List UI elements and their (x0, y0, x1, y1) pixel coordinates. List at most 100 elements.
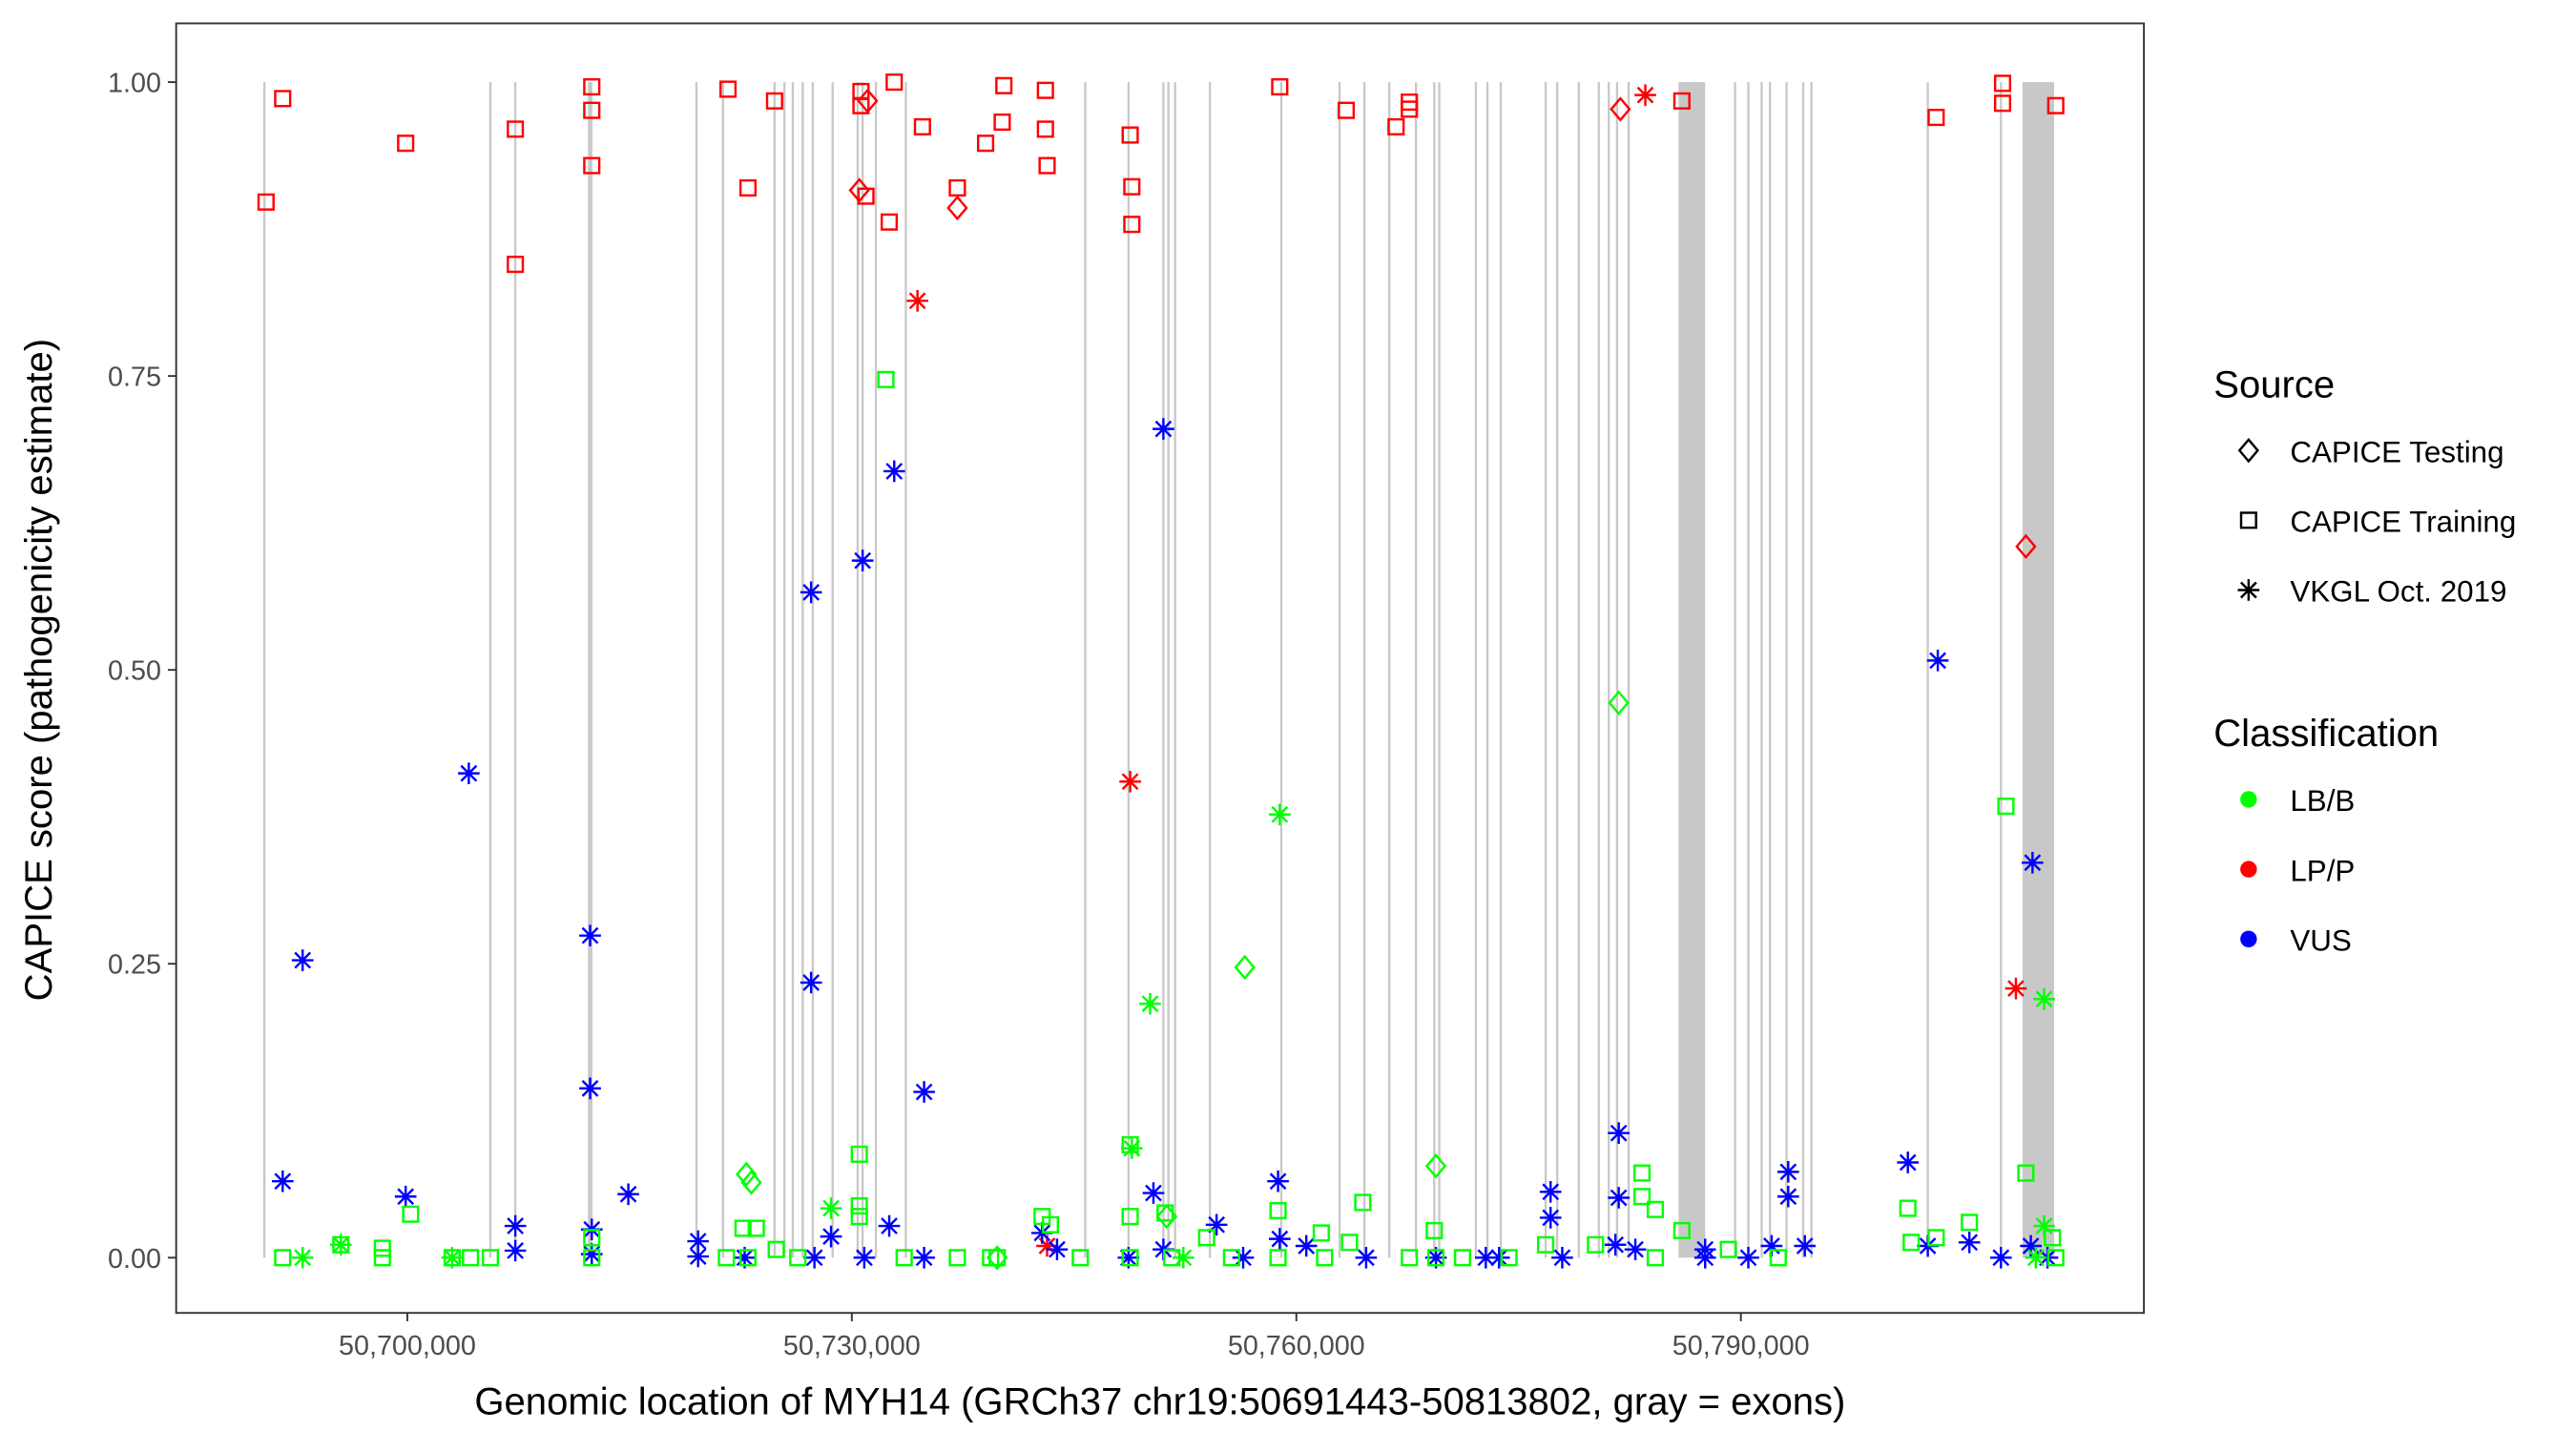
data-point (271, 1170, 294, 1192)
exon-band (1785, 82, 1788, 1258)
data-point (2025, 1246, 2047, 1269)
data-point (583, 156, 601, 175)
data-point (2046, 1249, 2065, 1267)
legend-classification-label: VUS (2290, 923, 2351, 957)
data-point (913, 1081, 935, 1103)
data-point (291, 1246, 314, 1269)
exon-band (1810, 82, 1813, 1258)
data-point (2022, 851, 2044, 874)
data-point (1036, 1234, 1058, 1257)
exon-band (1597, 82, 1600, 1258)
data-point (687, 1245, 710, 1268)
exon-band (2000, 82, 2003, 1258)
data-point (481, 1249, 500, 1267)
legend-source-label: CAPICE Training (2290, 506, 2516, 539)
y-tick-label: 0.00 (108, 1244, 161, 1275)
data-point (1121, 1249, 1139, 1267)
data-point (1794, 1234, 1817, 1257)
x-tick-label: 50,790,000 (1672, 1331, 1810, 1361)
exon-band (1279, 82, 1283, 1258)
data-point (1777, 1161, 1799, 1183)
x-axis: 50,700,000 50,730,000 50,760,000 50,790,000 (339, 1313, 1810, 1361)
data-point (1312, 1224, 1330, 1242)
data-point (883, 460, 905, 483)
data-point (1604, 1234, 1627, 1256)
data-point (1271, 77, 1289, 96)
data-point (800, 971, 822, 994)
y-axis-title: CAPICE score (pathogenicity estimate) (18, 339, 60, 1001)
data-point (1672, 92, 1691, 110)
data-point (1121, 1135, 1139, 1154)
data-point (988, 1249, 1007, 1267)
data-point (857, 88, 879, 114)
data-point (2033, 1214, 2055, 1237)
data-point (583, 101, 601, 119)
data-point (504, 1239, 527, 1262)
data-point (291, 949, 314, 971)
exon-layer (262, 82, 2054, 1258)
data-point (1269, 803, 1291, 826)
exon-band (488, 82, 492, 1258)
exon-band (1167, 82, 1170, 1258)
data-point (1453, 1249, 1471, 1267)
data-point (719, 80, 737, 98)
data-point (1232, 1246, 1255, 1269)
data-point (1269, 1249, 1287, 1267)
exon-band (1615, 82, 1619, 1258)
exon-band (1577, 82, 1581, 1258)
data-point (2015, 533, 2037, 560)
data-point (1041, 1215, 1060, 1234)
data-point (1295, 1234, 1318, 1257)
data-point (1142, 1182, 1165, 1204)
legend-classification-label: LP/P (2290, 854, 2355, 887)
data-point (1121, 126, 1139, 144)
y-tick-label: 0.50 (108, 656, 161, 687)
exon-band (1162, 82, 1165, 1258)
data-point (734, 1246, 756, 1269)
data-point (948, 1249, 966, 1267)
data-point (329, 1234, 352, 1256)
legend-classification-label: LB/B (2290, 784, 2355, 818)
data-point (885, 73, 904, 92)
exon-band (1760, 82, 1763, 1258)
data-point (507, 120, 525, 138)
exon-band (1608, 82, 1610, 1258)
data-point (274, 1249, 292, 1267)
data-point (579, 1077, 601, 1100)
exon-band (1556, 82, 1559, 1258)
data-point (1902, 1234, 1921, 1252)
data-point (1958, 1231, 1981, 1254)
data-point (1927, 1229, 1945, 1247)
x-tick-label: 50,760,000 (1228, 1331, 1365, 1361)
exon-band (874, 82, 878, 1258)
data-point (738, 178, 758, 197)
data-point (687, 1230, 710, 1253)
data-point (1337, 101, 1356, 119)
exon-band (783, 82, 786, 1258)
data-point (1989, 1246, 2012, 1269)
legend-classification-title: Classification (2213, 713, 2439, 755)
data-point (1172, 1246, 1195, 1269)
data-point (853, 1246, 876, 1269)
data-point (580, 1243, 603, 1265)
data-point (1539, 1207, 1562, 1229)
legend-dot-icon (2240, 930, 2257, 947)
data-point (1123, 177, 1141, 196)
x-axis-title: Genomic location of MYH14 (GRCh37 chr19:… (474, 1380, 1845, 1422)
exon-band (1544, 82, 1548, 1258)
data-point (1634, 84, 1656, 106)
data-point (1993, 74, 2012, 93)
data-point (397, 135, 415, 153)
data-point (1927, 109, 1945, 127)
data-point (803, 1246, 825, 1269)
data-point (976, 135, 995, 153)
data-point (1993, 94, 2012, 113)
exon-band (831, 82, 834, 1258)
data-point (878, 1214, 901, 1237)
data-point (583, 1229, 601, 1247)
legend-square-icon (2239, 511, 2257, 529)
data-point (993, 113, 1011, 132)
data-point (987, 1245, 1008, 1271)
exon-band (1084, 82, 1087, 1258)
